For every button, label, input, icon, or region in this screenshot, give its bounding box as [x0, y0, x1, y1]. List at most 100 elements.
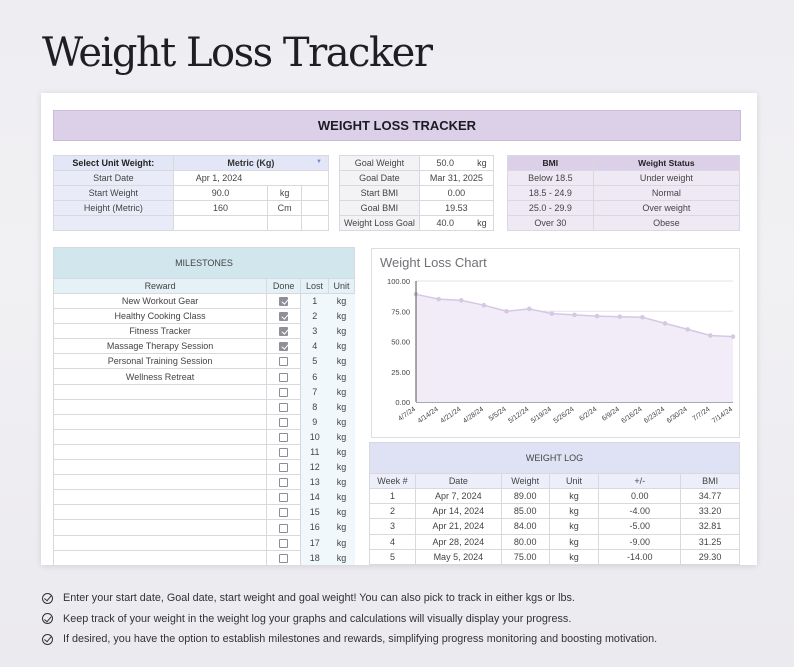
unit-cell: kg [328, 535, 355, 551]
lost-cell: 1 [300, 293, 329, 309]
reward-cell[interactable] [52, 519, 268, 536]
x-tick-label: 7/7/24 [692, 406, 712, 423]
data-point[interactable] [436, 296, 441, 302]
unit-select-dropdown[interactable]: Metric (Kg) ▼ [172, 155, 330, 171]
data-point[interactable] [572, 312, 577, 318]
lost-cell: 13 [300, 474, 329, 490]
goal-bmi-value: 19.53 [418, 200, 495, 216]
reward-cell[interactable] [52, 398, 268, 415]
bmi-header: BMI [507, 155, 594, 171]
done-checkbox[interactable] [279, 402, 289, 412]
height-label: Height (Metric) [53, 200, 174, 216]
start-date-input[interactable]: Apr 1, 2024 [172, 170, 330, 186]
data-point[interactable] [708, 333, 713, 338]
weight-log-body: 1 Apr 7, 2024 89.00 kg 0.00 34.77 2 Apr 14, 202… [369, 487, 740, 565]
data-point[interactable] [594, 313, 600, 319]
weight-cell[interactable]: 80.00 [500, 533, 550, 550]
milestone-row: 15 kg [52, 504, 355, 521]
reward-cell[interactable]: Personal Training Session [52, 353, 268, 370]
bmi-cell: 31.25 [680, 533, 740, 550]
date-cell[interactable]: Apr 14, 2024 [414, 503, 502, 520]
done-checkbox[interactable] [279, 417, 289, 427]
start-weight-input[interactable]: 90.0 [172, 185, 269, 201]
data-point[interactable] [549, 311, 555, 316]
done-checkbox[interactable] [279, 493, 289, 503]
done-checkbox[interactable] [279, 327, 289, 337]
unit-cell: kg [328, 414, 355, 430]
change-cell: 0.00 [598, 487, 682, 505]
reward-cell[interactable] [52, 428, 268, 445]
done-checkbox[interactable] [279, 312, 289, 322]
data-point[interactable] [481, 302, 487, 308]
unit-cell: kg [328, 550, 355, 565]
weight-status-header: Weight Status [592, 155, 741, 171]
data-point[interactable] [504, 308, 509, 314]
weight-cell[interactable]: 75.00 [500, 548, 550, 565]
milestones-title: MILESTONES [53, 247, 355, 279]
done-checkbox[interactable] [279, 448, 289, 458]
bmi-reference-table: BMI Weight Status Below 18.5 Under weight… [507, 155, 741, 231]
data-point[interactable] [617, 314, 623, 319]
done-checkbox[interactable] [279, 553, 289, 563]
done-checkbox[interactable] [279, 372, 289, 382]
unit-select-value: Metric (Kg) [227, 158, 275, 168]
goal-date-input[interactable]: Mar 31, 2025 [418, 170, 495, 186]
date-cell[interactable]: Apr 28, 2024 [414, 533, 502, 550]
week-cell: 4 [369, 533, 416, 550]
weight-cell[interactable]: 84.00 [500, 518, 550, 535]
reward-cell[interactable]: Wellness Retreat [52, 368, 268, 385]
start-weight-unit: kg [267, 185, 303, 201]
unit-header: Unit [328, 278, 355, 294]
date-cell[interactable]: Apr 21, 2024 [414, 518, 502, 535]
reward-cell[interactable] [52, 489, 268, 506]
reward-cell[interactable] [52, 459, 268, 476]
reward-cell[interactable]: Fitness Tracker [52, 323, 268, 340]
data-point[interactable] [662, 321, 668, 326]
done-checkbox[interactable] [279, 357, 289, 367]
change-cell: -9.00 [598, 533, 682, 550]
change-cell: -5.00 [598, 518, 682, 535]
weight-log-row: 1 Apr 7, 2024 89.00 kg 0.00 34.77 [369, 487, 740, 505]
reward-cell[interactable] [52, 443, 268, 461]
reward-header: Reward [52, 278, 268, 294]
date-cell[interactable]: May 5, 2024 [414, 548, 502, 565]
reward-cell[interactable] [52, 534, 268, 551]
done-checkbox[interactable] [279, 463, 289, 473]
done-checkbox[interactable] [279, 342, 289, 352]
height-input[interactable]: 160 [172, 200, 269, 216]
milestone-row: 7 kg [52, 383, 355, 400]
goal-weight-unit: kg [470, 155, 494, 171]
chevron-down-icon[interactable]: ▼ [316, 159, 322, 165]
done-checkbox[interactable] [279, 478, 289, 488]
reward-cell[interactable] [52, 549, 268, 565]
data-point[interactable] [640, 315, 645, 320]
done-checkbox[interactable] [279, 297, 289, 307]
reward-cell[interactable] [52, 413, 268, 430]
data-point[interactable] [730, 334, 736, 339]
done-cell [266, 353, 302, 370]
date-cell[interactable]: Apr 7, 2024 [414, 487, 502, 505]
start-bmi-label: Start BMI [339, 185, 420, 201]
done-checkbox[interactable] [279, 538, 289, 548]
done-checkbox[interactable] [279, 523, 289, 533]
reward-cell[interactable]: New Workout Gear [52, 292, 268, 310]
data-point[interactable] [458, 298, 464, 303]
reward-cell[interactable]: Massage Therapy Session [52, 338, 268, 355]
reward-cell[interactable] [52, 383, 268, 400]
done-checkbox[interactable] [279, 432, 289, 442]
reward-cell[interactable] [52, 474, 268, 491]
data-point[interactable] [526, 306, 532, 312]
done-checkbox[interactable] [279, 387, 289, 397]
weight-cell[interactable]: 89.00 [500, 487, 550, 505]
weight-cell[interactable]: 85.00 [500, 503, 550, 520]
unit-cell: kg [328, 293, 355, 309]
data-point[interactable] [685, 327, 691, 332]
change-cell: -4.00 [598, 503, 682, 520]
feature-text: If desired, you have the option to estab… [63, 633, 658, 646]
reward-cell[interactable] [52, 504, 268, 521]
unit-cell: kg [328, 459, 355, 475]
spreadsheet-preview: WEIGHT LOSS TRACKER Select Unit Weight: … [41, 93, 757, 565]
goal-weight-input[interactable]: 50.0 [418, 155, 471, 171]
done-checkbox[interactable] [279, 508, 289, 518]
reward-cell[interactable]: Healthy Cooking Class [52, 308, 268, 325]
